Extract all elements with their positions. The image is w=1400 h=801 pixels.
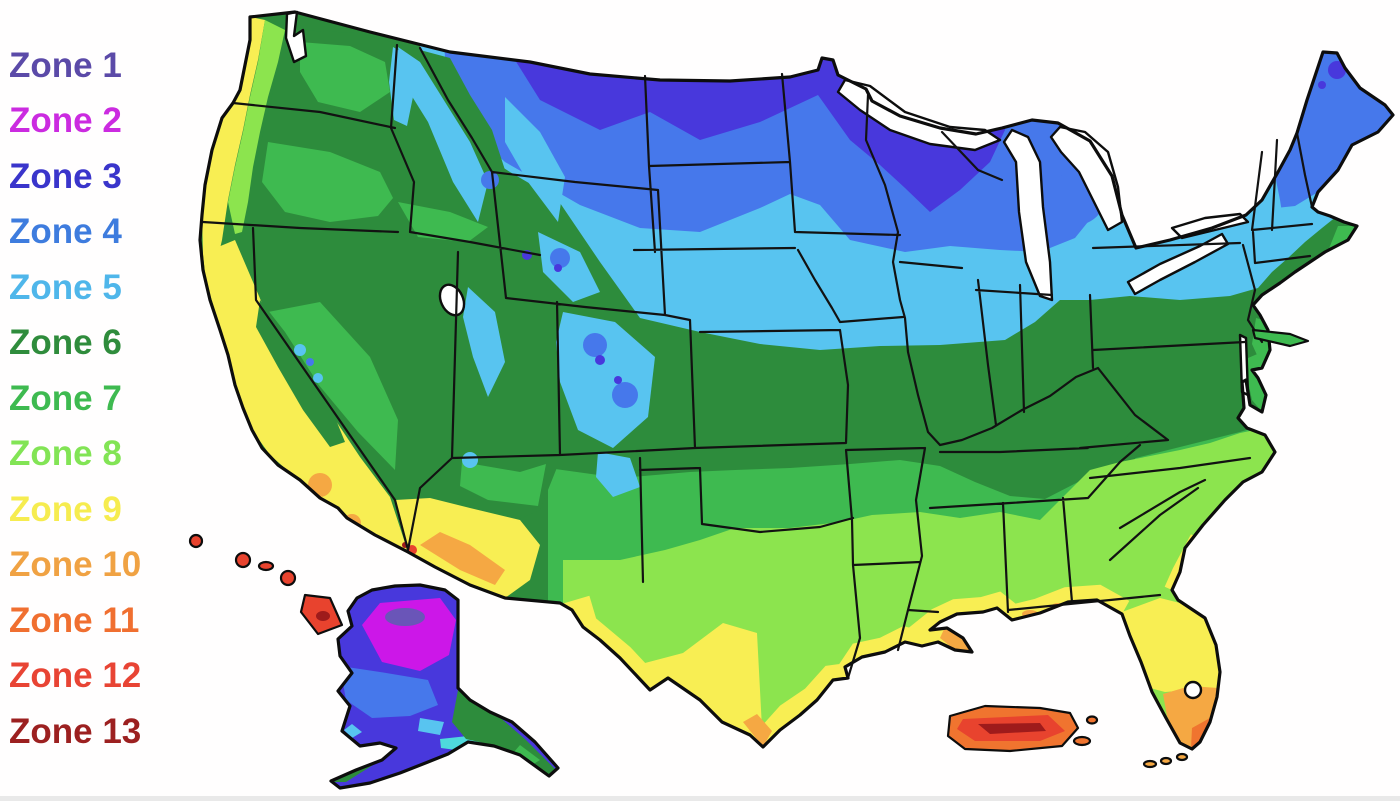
legend-zone-4: Zone 4	[9, 212, 122, 251]
legend-zone-13: Zone 13	[9, 712, 142, 751]
cape-cod-zone7	[1328, 226, 1357, 251]
lakes	[284, 10, 1250, 700]
great-salt-lake	[438, 283, 466, 317]
legend-zone-5: Zone 5	[9, 268, 122, 307]
texas-tip-zone10	[743, 714, 772, 747]
state-borders	[201, 43, 1314, 680]
legend-zone-2: Zone 2	[9, 101, 122, 140]
lake-michigan	[1002, 128, 1054, 302]
zone-legend: Zone 1 Zone 2 Zone 3 Zone 4 Zone 5 Zone …	[0, 0, 190, 801]
west-zone7-patches	[262, 42, 546, 506]
legend-zone-12: Zone 12	[9, 656, 142, 695]
florida-keys	[1142, 752, 1189, 769]
legend-zone-9: Zone 9	[9, 490, 122, 529]
puget-sound	[284, 10, 308, 64]
mountain-zone5-patches	[389, 47, 655, 497]
legend-zone-10: Zone 10	[9, 545, 142, 584]
puerto-rico	[946, 704, 1099, 753]
legend-zone-3: Zone 3	[9, 157, 122, 196]
la-delta-zone10	[940, 627, 972, 652]
alaska	[329, 583, 560, 790]
legend-zone-6: Zone 6	[9, 323, 122, 362]
legend-zone-7: Zone 7	[9, 379, 122, 418]
legend-zone-1: Zone 1	[9, 46, 122, 85]
alaska-zone4	[340, 666, 438, 718]
alaska-panhandle-zone6	[452, 690, 556, 776]
coast-range-zone8	[228, 20, 285, 234]
sierra-spots	[294, 344, 323, 383]
mountain-zone4-spots	[481, 171, 638, 408]
alaska-zone1	[385, 608, 425, 626]
lake-okeechobee	[1183, 680, 1203, 700]
west-coast-zone9	[202, 17, 265, 282]
lake-huron	[1049, 125, 1124, 232]
long-island	[1251, 328, 1310, 348]
alaska-outline	[329, 583, 560, 790]
bottom-edge-bar	[0, 796, 1400, 801]
arizona-zone10	[420, 532, 505, 585]
florida-zone9	[1122, 598, 1220, 692]
new-england-zone4	[1262, 52, 1393, 208]
legend-zone-11: Zone 11	[9, 601, 140, 640]
legend-zone-8: Zone 8	[9, 434, 122, 473]
hawaii	[188, 533, 344, 636]
conus-outline	[198, 10, 1395, 751]
sierra-nevada-zone6	[256, 300, 345, 447]
